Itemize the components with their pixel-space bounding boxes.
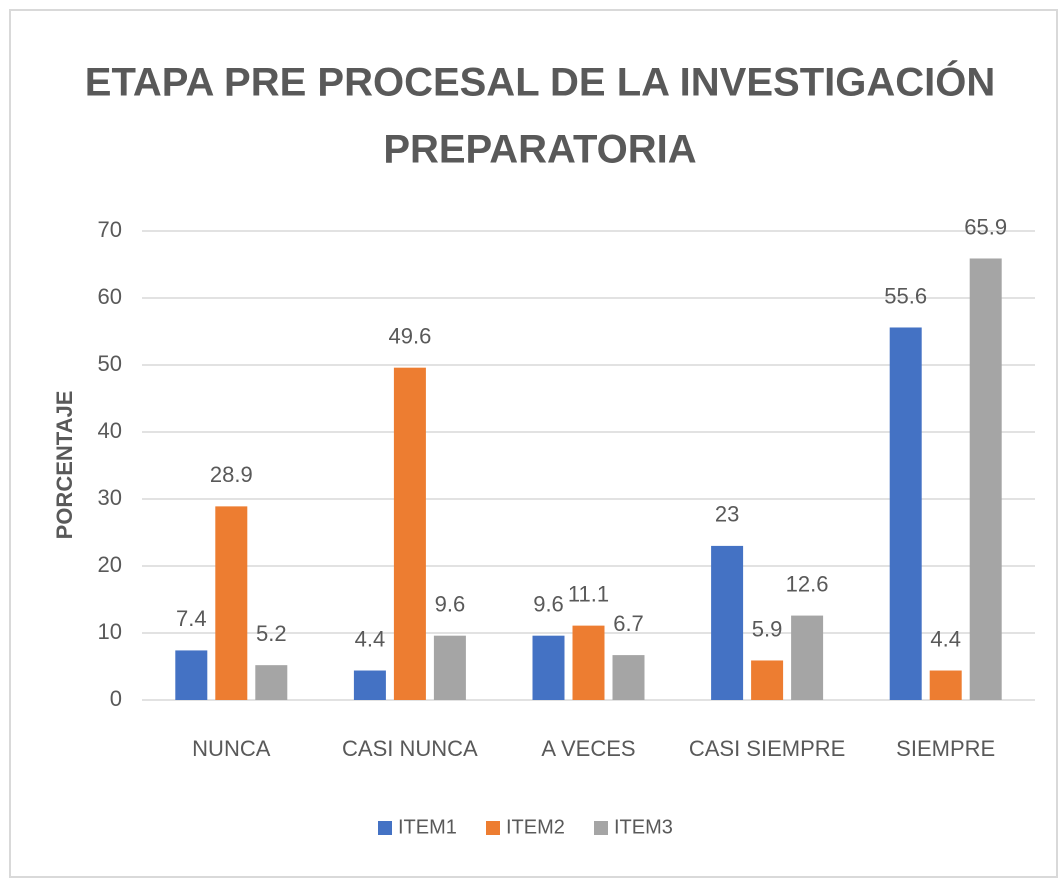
data-label: 11.1: [568, 581, 609, 606]
legend-label: ITEM3: [614, 816, 673, 838]
legend-label: ITEM1: [398, 816, 457, 838]
bar: [393, 367, 426, 700]
data-label: 9.6: [533, 591, 564, 616]
bar: [572, 625, 605, 700]
bar: [215, 506, 248, 700]
x-tick-label: NUNCA: [192, 736, 271, 761]
x-tick-label: CASI NUNCA: [342, 736, 478, 761]
bar: [612, 655, 645, 700]
legend-swatch: [486, 821, 500, 835]
bar: [255, 665, 288, 700]
y-tick-label: 20: [98, 552, 122, 577]
data-label: 23: [715, 502, 739, 527]
chart-title: PREPARATORIA: [383, 128, 696, 172]
data-label: 12.6: [786, 571, 829, 596]
chart-title: ETAPA PRE PROCESAL DE LA INVESTIGACIÓN: [85, 59, 995, 105]
y-tick-label: 50: [98, 351, 122, 376]
data-label: 55.6: [884, 283, 927, 308]
bar: [711, 545, 744, 700]
data-label: 5.2: [256, 621, 287, 646]
y-tick-label: 70: [98, 217, 122, 242]
y-tick-label: 0: [110, 686, 122, 711]
legend-swatch: [594, 821, 608, 835]
bar: [433, 635, 466, 700]
legend-label: ITEM2: [506, 816, 565, 838]
data-label: 5.9: [752, 616, 783, 641]
bar: [889, 327, 922, 700]
data-label: 9.6: [435, 591, 466, 616]
y-tick-label: 30: [98, 485, 122, 510]
y-tick-label: 60: [98, 284, 122, 309]
data-label: 7.4: [176, 606, 207, 631]
bar: [969, 258, 1002, 700]
y-axis-label: PORCENTAJE: [52, 391, 77, 540]
bar: [791, 615, 824, 700]
x-tick-label: A VECES: [541, 736, 635, 761]
legend-swatch: [378, 821, 392, 835]
y-tick-label: 10: [98, 619, 122, 644]
data-label: 4.4: [355, 626, 386, 651]
data-label: 49.6: [388, 323, 431, 348]
bar: [751, 660, 784, 700]
data-label: 4.4: [930, 626, 961, 651]
bar: [175, 650, 208, 700]
y-tick-label: 40: [98, 418, 122, 443]
data-label: 28.9: [210, 462, 253, 487]
data-label: 6.7: [613, 611, 644, 636]
bar: [929, 670, 962, 700]
bar: [532, 635, 565, 700]
chart-frame: [9, 9, 1058, 878]
x-tick-label: SIEMPRE: [896, 736, 995, 761]
data-label: 65.9: [964, 214, 1007, 239]
bar: [353, 670, 386, 700]
x-tick-label: CASI SIEMPRE: [689, 736, 845, 761]
